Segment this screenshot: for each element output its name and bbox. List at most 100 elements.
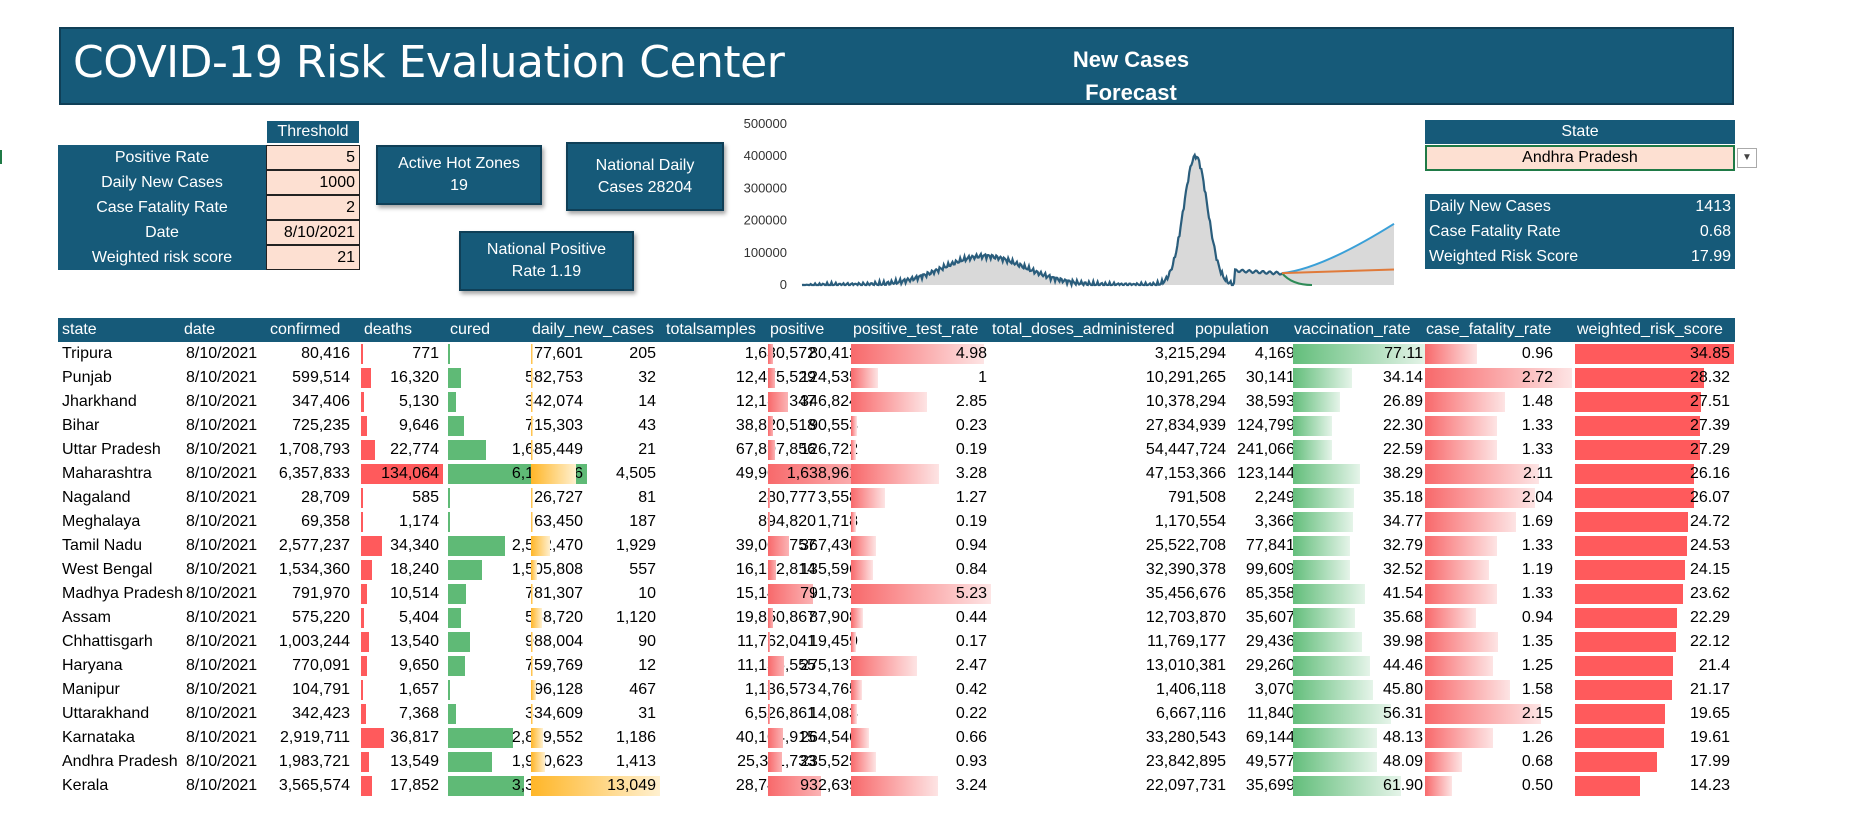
history-series-line (801, 152, 1283, 289)
cell-totalsamples: 280,777 (758, 489, 816, 506)
cell-weighted-risk-score: 24.72 (1689, 513, 1730, 530)
column-header-vaccination-rate[interactable]: vaccination_rate (1294, 321, 1411, 338)
cell-totalsamples: 1,630,572 (744, 345, 816, 362)
cell-weighted-risk-score: 21.4 (1698, 657, 1730, 674)
threshold-value-input[interactable]: 5 (266, 145, 360, 170)
cell-total-doses-administered: 1,170,554 (1154, 513, 1226, 530)
cell-state: Uttar Pradesh (62, 441, 161, 458)
vaccination-rate-data-bar (1293, 416, 1332, 436)
national-positive-rate-card: National Positive Rate 1.19 (459, 231, 634, 291)
table-row[interactable]: Manipur 8/10/2021 104,791 1,657 96,128 467 1,1… (58, 678, 1735, 702)
threshold-value-input[interactable]: 21 (266, 245, 360, 270)
table-row[interactable]: Nagaland 8/10/2021 28,709 585 26,727 81 280,77… (58, 486, 1735, 510)
cell-positive: 126,722 (800, 441, 858, 458)
weighted-risk-score-data-bar (1575, 536, 1687, 556)
table-row[interactable]: Assam 8/10/2021 575,220 5,404 558,720 1,120 19… (58, 606, 1735, 630)
case-fatality-rate-data-bar (1425, 584, 1497, 604)
cell-total-doses-administered: 6,667,116 (1156, 705, 1226, 722)
cell-confirmed: 80,416 (301, 345, 350, 362)
column-header-positive-test-rate[interactable]: positive_test_rate (853, 321, 979, 338)
cell-vaccination-rate: 34.77 (1382, 513, 1423, 530)
cell-deaths: 1,657 (398, 681, 439, 698)
table-row[interactable]: Kerala8/10/20213,565,57417,8523,377,6911… (58, 774, 1735, 798)
case-fatality-rate-data-bar (1425, 488, 1535, 508)
state-stat-value: 1413 (1695, 198, 1731, 215)
column-header-cured[interactable]: cured (450, 321, 491, 338)
weighted-risk-score-data-bar (1575, 608, 1677, 628)
cell-date: 8/10/2021 (186, 465, 258, 482)
table-row[interactable]: Tamil Nadu8/10/20212,577,23734,3402,522,… (58, 534, 1735, 558)
state-stat-value: 17.99 (1690, 248, 1731, 265)
vaccination-rate-data-bar (1293, 368, 1352, 388)
column-header-daily-new-cases[interactable]: daily_new_cases (532, 321, 654, 338)
table-row[interactable]: Chhattisgarh 8/10/2021 1,003,244 13,540 988,… (58, 630, 1735, 654)
cured-data-bar (448, 752, 492, 772)
cell-vaccination-rate: 48.09 (1382, 753, 1423, 770)
table-row[interactable]: Maharashtra8/10/20216,357,833134,0646,15… (58, 462, 1735, 486)
deaths-data-bar (361, 776, 372, 796)
active-hot-zones-card: Active Hot Zones 19 (376, 145, 542, 205)
positive-data-bar (768, 488, 770, 508)
state-stat-label: Case Fatality Rate (1429, 223, 1561, 240)
table-row[interactable]: Andhra Pradesh 8/10/2021 1,983,721 13,549 1,… (58, 750, 1735, 774)
cell-date: 8/10/2021 (186, 513, 258, 530)
positive-test-rate-data-bar (851, 680, 862, 700)
column-header-weighted-risk-score[interactable]: weighted_risk_score (1577, 321, 1723, 338)
deaths-data-bar (361, 560, 372, 580)
table-row[interactable]: Bihar 8/10/2021 725,235 9,646 715,303 43 38,82… (58, 414, 1735, 438)
cured-data-bar (448, 344, 450, 364)
column-header-population[interactable]: population (1195, 321, 1269, 338)
column-header-case-fatality-rate[interactable]: case_fatality_rate (1426, 321, 1552, 338)
weighted-risk-score-data-bar (1575, 512, 1688, 532)
cell-date: 8/10/2021 (186, 705, 258, 722)
cell-date: 8/10/2021 (186, 417, 258, 434)
y-tick-label: 300000 (744, 180, 787, 195)
table-row[interactable]: Haryana8/10/2021770,0919,650759,7691211,… (58, 654, 1735, 678)
cell-case-fatality-rate: 0.50 (1521, 777, 1553, 794)
table-row[interactable]: Uttar Pradesh 8/10/2021 1,708,793 22,774 1,6… (58, 438, 1735, 462)
column-header-confirmed[interactable]: confirmed (270, 321, 341, 338)
active-hot-zones-label: Active Hot Zones (398, 155, 520, 172)
cell-date: 8/10/2021 (186, 777, 258, 794)
table-row[interactable]: Madhya Pradesh 8/10/2021 791,970 10,514 781,… (58, 582, 1735, 606)
cell-vaccination-rate: 22.59 (1382, 441, 1423, 458)
cell-totalsamples: 38,820,518 (735, 417, 816, 434)
cell-case-fatality-rate: 0.94 (1521, 609, 1553, 626)
threshold-value-input[interactable]: 8/10/2021 (266, 220, 360, 245)
case-fatality-rate-data-bar (1425, 752, 1462, 772)
cell-positive: 791,732 (800, 585, 858, 602)
column-header-totalsamples[interactable]: totalsamples (666, 321, 756, 338)
table-row[interactable]: Uttarakhand 8/10/2021 342,423 7,368 334,609 3… (58, 702, 1735, 726)
table-row[interactable]: Meghalaya 8/10/2021 69,358 1,174 63,450 187 89… (58, 510, 1735, 534)
cell-positive: 235,525 (800, 753, 858, 770)
case-fatality-rate-data-bar (1425, 392, 1505, 412)
positive-data-bar (768, 440, 775, 460)
threshold-value-input[interactable]: 1000 (266, 170, 360, 195)
daily-new-cases-data-bar (531, 704, 533, 724)
positive-test-rate-data-bar (851, 632, 856, 652)
cell-state: Manipur (62, 681, 120, 698)
cell-vaccination-rate: 26.89 (1382, 393, 1423, 410)
cell-total-doses-administered: 32,390,378 (1145, 561, 1226, 578)
cell-total-doses-administered: 791,508 (1168, 489, 1226, 506)
cell-positive: 3,558 (817, 489, 858, 506)
table-row[interactable]: Jharkhand 8/10/2021 347,406 5,130 342,074 14 1… (58, 390, 1735, 414)
table-row[interactable]: West Bengal 8/10/2021 1,534,360 18,240 1,505… (58, 558, 1735, 582)
cell-total-doses-administered: 25,522,708 (1145, 537, 1226, 554)
weighted-risk-score-data-bar (1575, 752, 1657, 772)
cured-data-bar (448, 776, 524, 796)
cell-deaths: 16,320 (390, 369, 439, 386)
column-header-total-doses-administered[interactable]: total_doses_administered (992, 321, 1175, 338)
cell-confirmed: 725,235 (292, 417, 350, 434)
column-header-deaths[interactable]: deaths (364, 321, 413, 338)
table-row[interactable]: Karnataka 8/10/2021 2,919,711 36,817 2,859,5… (58, 726, 1735, 750)
table-row[interactable]: Tripura 8/10/2021 80,416 771 77,601 205 1,630,… (58, 342, 1735, 366)
state-selector[interactable]: Andhra Pradesh (1425, 145, 1735, 171)
cell-daily-new-cases: 1,120 (615, 609, 656, 626)
chevron-down-icon[interactable]: ▼ (1737, 148, 1757, 168)
threshold-value-input[interactable]: 2 (266, 195, 360, 220)
column-header-date[interactable]: date (184, 321, 216, 338)
table-row[interactable]: Punjab 8/10/2021 599,514 16,320 582,753 32 12,… (58, 366, 1735, 390)
column-header-state[interactable]: state (62, 321, 97, 338)
column-header-positive[interactable]: positive (770, 321, 825, 338)
